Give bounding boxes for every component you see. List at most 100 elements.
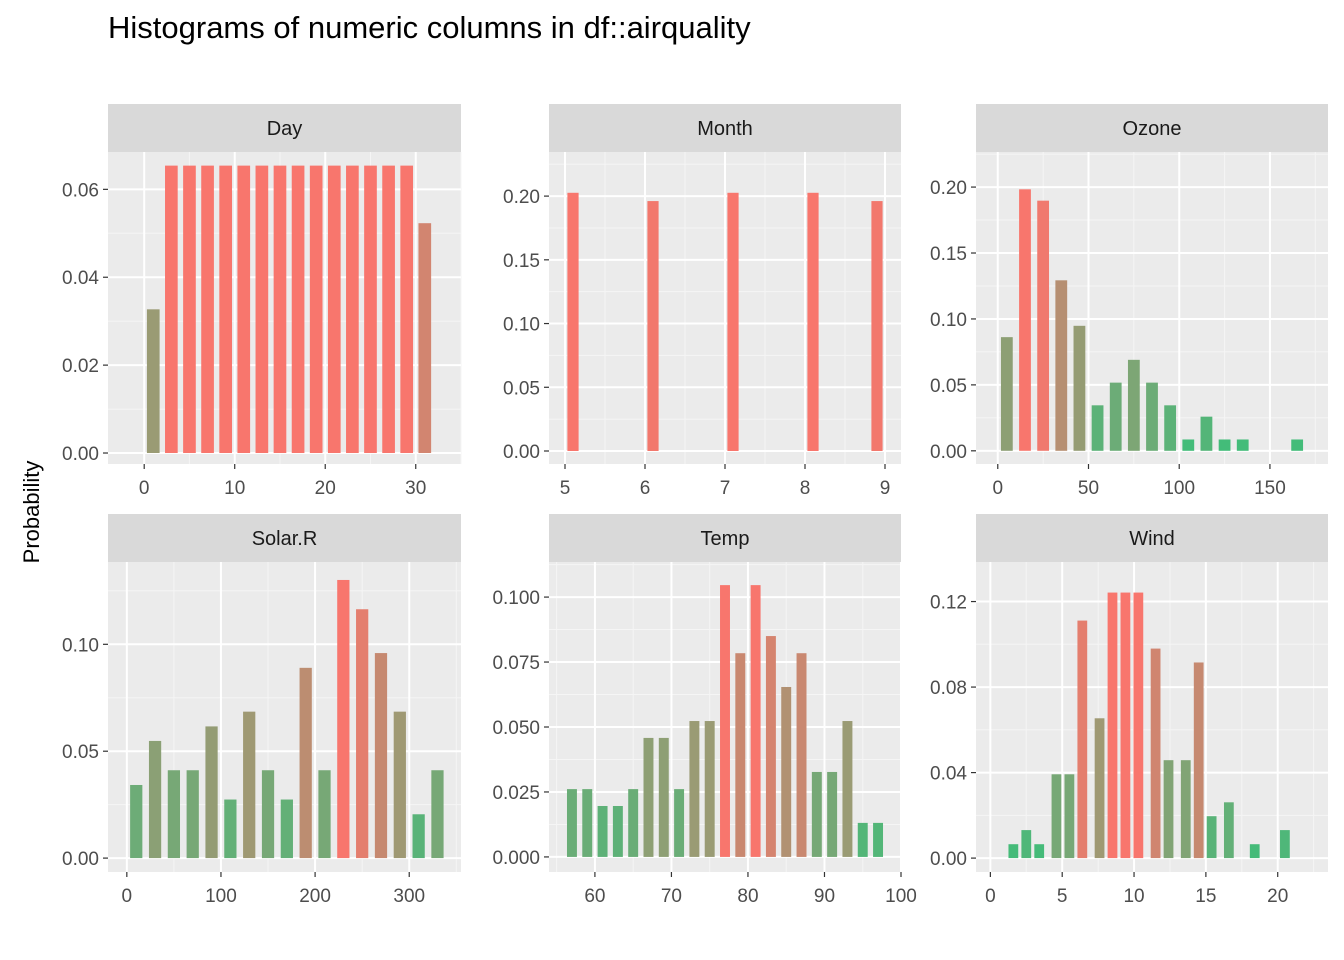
histogram-bar [1163,760,1174,859]
histogram-bar [842,721,853,857]
y-tick-label: 0.075 [492,653,540,674]
histogram-bar [796,653,807,857]
x-tick-label: 200 [299,886,331,907]
x-tick-label: 50 [1078,478,1099,499]
x-tick-label: 20 [1267,886,1288,907]
x-tick-label: 5 [1057,886,1068,907]
histogram-bar [346,165,359,454]
histogram-bar [1133,592,1144,859]
x-tick-label: 80 [737,886,758,907]
x-tick-label: 100 [1163,478,1195,499]
x-tick-label: 0 [139,478,150,499]
y-tick-label: 0.00 [930,442,967,463]
facet-strip-label: Day [267,118,303,140]
histogram-bar [1193,662,1204,859]
histogram-bar [431,770,444,859]
histogram-bar [765,636,776,857]
histogram-bar [1206,816,1217,859]
y-tick-label: 0.15 [930,244,967,265]
facet-strip [549,104,901,152]
histogram-bar [255,165,269,454]
histogram-bar [237,165,251,454]
x-tick-label: 0 [122,886,133,907]
facet-month: Month 0.00 0.05 0.10 0.15 0.20 5 6 7 8 9 [503,104,901,499]
histogram-bar [1094,718,1105,859]
histogram-bar [1146,382,1158,451]
facet-strip-label: Ozone [1123,118,1182,140]
histogram-bar [1000,337,1013,451]
x-tick-label: 150 [1254,478,1286,499]
x-tick-label: 300 [393,886,425,907]
y-tick-label: 0.025 [492,783,540,804]
histogram-bar [1077,620,1088,859]
y-tick-label: 0.05 [503,378,540,399]
histogram-bar [1064,774,1075,859]
facet-strip [549,514,901,562]
histogram-bar [167,770,181,859]
chart-title: Histograms of numeric columns in df::air… [108,10,751,45]
histogram-bar [1109,382,1122,451]
histogram-bar [364,165,377,454]
histogram-bar [1073,325,1086,451]
y-tick-label: 0.00 [62,444,99,465]
facet-strip-label: Wind [1129,528,1175,550]
histogram-bar [1164,405,1177,451]
histogram-bar [393,711,406,859]
histogram-bar [291,165,305,454]
histogram-bar [689,721,700,857]
y-tick-label: 0.00 [503,442,540,463]
y-tick-label: 0.08 [930,678,967,699]
histogram-bar [658,737,669,857]
histogram-bar [704,721,715,857]
histogram-bar [148,740,162,859]
histogram-bar [1034,844,1045,859]
histogram-bar [1021,830,1032,859]
histogram-bar [327,165,341,454]
y-tick-label: 0.04 [62,268,99,289]
y-tick-label: 0.15 [503,251,540,272]
histogram-bar [1200,416,1213,451]
y-tick-label: 0.20 [503,187,540,208]
histogram-bar [374,653,388,859]
x-tick-label: 9 [880,478,891,499]
histogram-bar [205,726,218,859]
y-tick-label: 0.000 [492,848,540,869]
histogram-bar [643,737,654,857]
histogram-bar [337,579,350,859]
histogram-bar [1150,648,1161,859]
histogram-bar [566,789,577,857]
y-tick-label: 0.050 [492,718,540,739]
histogram-bar [382,165,395,454]
facet-strip-label: Temp [701,528,750,550]
x-tick-label: 5 [560,478,571,499]
facet-strip [108,514,461,562]
histogram-bar [418,223,432,454]
histogram-bar [165,165,178,454]
histogram-bar [1037,200,1050,451]
histogram-bar [727,192,739,452]
y-tick-label: 0.12 [930,593,967,614]
histogram-bar [356,609,369,859]
histogram-bar [647,201,659,451]
histogram-bar [1051,774,1062,859]
histogram-bar [735,653,746,857]
histogram-bar [871,201,883,451]
histogram-bar [201,165,214,454]
histogram-bar [1182,439,1195,451]
y-tick-label: 0.05 [930,376,967,397]
histogram-bar [219,165,233,454]
histogram-bar [1249,844,1260,859]
histogram-bar [224,799,237,859]
y-tick-label: 0.10 [62,635,99,656]
x-tick-label: 7 [720,478,731,499]
y-tick-label: 0.100 [492,588,540,609]
x-tick-label: 8 [800,478,811,499]
histogram-bar [612,805,623,857]
histogram-bar [1223,802,1234,859]
histogram-bar [309,165,323,454]
histogram-bar [1127,359,1140,451]
y-tick-label: 0.20 [930,178,967,199]
y-tick-label: 0.10 [930,310,967,331]
facet-strip-label: Solar.R [252,528,318,550]
